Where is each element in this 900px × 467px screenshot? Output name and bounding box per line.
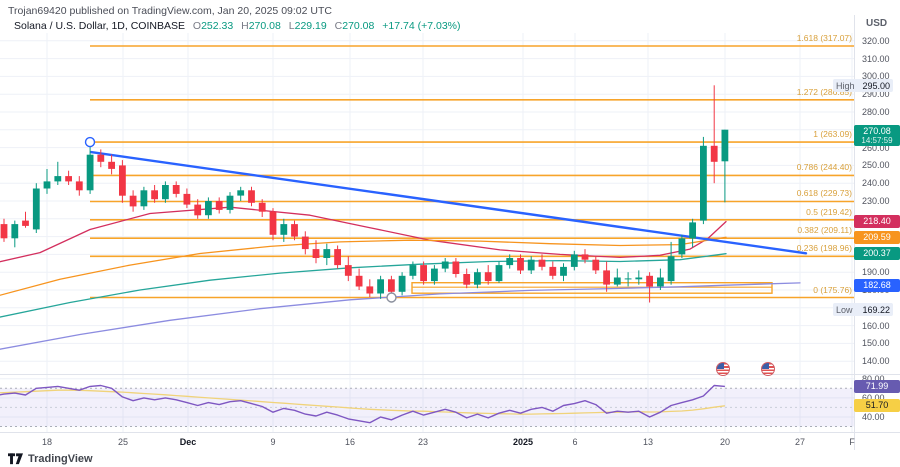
- time-tick-label: Dec: [179, 437, 197, 447]
- last-price-badge: 270.08 14:57:59: [854, 125, 900, 146]
- price-tick-label: 310.00: [862, 54, 890, 64]
- price-tick-label: 300.00: [862, 71, 890, 81]
- bar-countdown: 14:57:59: [861, 136, 893, 145]
- tradingview-brand-text: TradingView: [28, 452, 93, 465]
- currency-label: USD: [866, 18, 888, 29]
- time-axis[interactable]: [0, 433, 900, 450]
- price-tick-label: 230.00: [862, 196, 890, 206]
- price-tick-label: 140.00: [862, 356, 890, 366]
- session-high-label: High 295.00: [833, 79, 893, 92]
- high-value: 270.08: [248, 20, 281, 32]
- price-tick-label: 280.00: [862, 107, 890, 117]
- price-tick-label: 190.00: [862, 267, 890, 277]
- price-tick-label: 290.00: [862, 89, 890, 99]
- economic-event-flag-icon[interactable]: [761, 362, 775, 376]
- fib-level-label[interactable]: 0.236 (198.96): [796, 243, 852, 253]
- price-tick-label: 260.00: [862, 143, 890, 153]
- tradingview-logo-icon: [8, 452, 23, 464]
- fib-level-label[interactable]: 1 (263.09): [813, 129, 852, 139]
- close-value: 270.08: [342, 20, 375, 32]
- axis-value-badge: 200.37: [854, 247, 900, 260]
- fib-level-label[interactable]: 0 (175.76): [813, 285, 852, 295]
- low-label: L: [288, 20, 295, 32]
- open-label: O: [192, 20, 202, 32]
- price-tick-label: 150.00: [862, 338, 890, 348]
- time-tick-label: 6: [572, 437, 578, 447]
- rsi-tick-label: 60.00: [862, 393, 885, 403]
- time-tick-label: 27: [794, 437, 806, 447]
- fib-level-label[interactable]: 0.786 (244.40): [796, 162, 852, 172]
- last-price-value: 270.08: [863, 126, 891, 136]
- close-label: C: [334, 20, 343, 32]
- time-tick-label: 20: [719, 437, 731, 447]
- time-tick-label: 9: [270, 437, 276, 447]
- high-label: H: [241, 20, 249, 32]
- rsi-tick-label: 40.00: [862, 412, 885, 422]
- axis-value-badge: 51.70: [854, 399, 900, 412]
- price-tick-label: 250.00: [862, 160, 890, 170]
- price-tick-label: 160.00: [862, 321, 890, 331]
- fib-level-label[interactable]: 0.5 (219.42): [806, 207, 852, 217]
- open-value: 252.33: [201, 20, 234, 32]
- tradingview-attribution[interactable]: TradingView: [8, 450, 93, 467]
- price-tick-label: 320.00: [862, 36, 890, 46]
- time-tick-label: 2025: [512, 437, 534, 447]
- fib-level-label[interactable]: 1.618 (317.07): [796, 33, 852, 43]
- fib-level-label[interactable]: 0.382 (209.11): [797, 225, 852, 235]
- axis-value-badge: 182.68: [854, 279, 900, 292]
- axis-value-badge: 218.40: [854, 215, 900, 228]
- time-tick-label: 16: [344, 437, 356, 447]
- symbol-title: Solana / U.S. Dollar, 1D, COINBASE: [14, 20, 185, 32]
- time-tick-label: 25: [117, 437, 129, 447]
- rsi-tick-label: 80.00: [862, 374, 885, 384]
- economic-event-flag-icon[interactable]: [716, 362, 730, 376]
- axis-value-badge: 71.99: [854, 380, 900, 393]
- price-tick-label: 240.00: [862, 178, 890, 188]
- time-tick-label: 13: [642, 437, 654, 447]
- time-tick-label: 18: [41, 437, 53, 447]
- symbol-legend[interactable]: Solana / U.S. Dollar, 1D, COINBASE O252.…: [14, 20, 461, 32]
- fib-level-label[interactable]: 0.618 (229.73): [796, 188, 852, 198]
- fib-level-label[interactable]: 1.272 (286.85): [796, 87, 852, 97]
- change-value: +17.74 (+7.03%): [382, 20, 461, 32]
- session-low-label: Low 169.22: [833, 303, 893, 316]
- time-tick-label: F: [849, 437, 855, 447]
- axis-value-badge: 209.59: [854, 231, 900, 244]
- low-value: 229.19: [294, 20, 327, 32]
- time-tick-label: 23: [417, 437, 429, 447]
- publish-attribution: Trojan69420 published on TradingView.com…: [8, 5, 332, 17]
